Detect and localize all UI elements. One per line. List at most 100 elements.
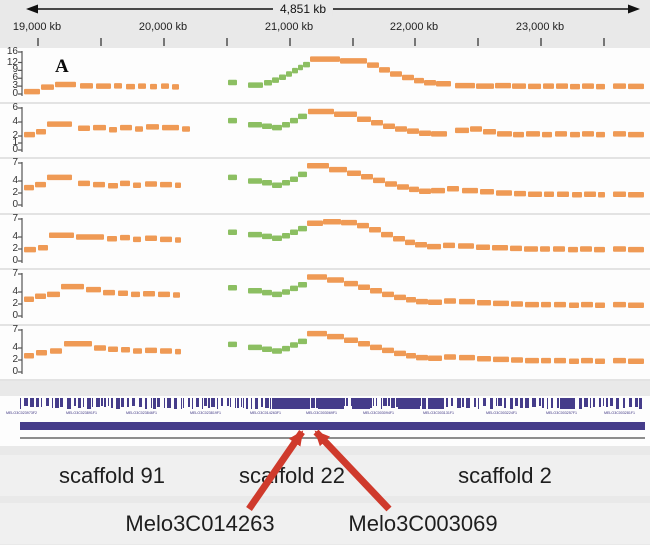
coverage-segment <box>427 243 441 249</box>
coverage-segment <box>248 121 262 128</box>
gene-id-label: MELO3C003094F1 <box>363 411 395 416</box>
coverage-segment <box>514 190 526 197</box>
coverage-segment <box>341 219 357 225</box>
coverage-segment <box>126 83 135 90</box>
coverage-segment <box>406 297 416 303</box>
coverage-segment <box>340 58 367 64</box>
coverage-segment <box>303 61 310 68</box>
y-axis-tick-label: 0 <box>12 88 18 99</box>
coverage-segment <box>428 354 442 361</box>
ruler-minor-tick <box>414 38 416 46</box>
coverage-segment <box>272 77 279 83</box>
coverage-segment <box>540 245 550 252</box>
coverage-segment <box>145 181 157 187</box>
coverage-segment <box>424 79 436 86</box>
coverage-segment <box>613 245 626 252</box>
coverage-segment <box>146 123 159 130</box>
coverage-segment <box>94 344 106 351</box>
coverage-segment <box>290 176 298 182</box>
coverage-segment <box>248 82 263 88</box>
coverage-segment <box>394 294 406 301</box>
coverage-segment <box>483 128 496 135</box>
coverage-segment <box>161 83 169 89</box>
coverage-segment <box>282 345 290 351</box>
coverage-segment <box>108 345 118 352</box>
y-axis-tick-label: 2 <box>12 129 18 141</box>
coverage-segment <box>282 121 290 128</box>
coverage-segment <box>628 246 644 252</box>
coverage-segment <box>455 82 475 89</box>
coverage-segment <box>262 122 272 129</box>
coverage-segment <box>581 357 593 363</box>
coverage-segment <box>290 228 298 235</box>
coverage-segment <box>272 347 282 354</box>
coverage-segment <box>495 82 511 89</box>
coverage-segment <box>103 289 115 296</box>
scaffold-label: scaffold 22 <box>238 463 346 488</box>
coverage-segment <box>282 289 290 295</box>
coverage-segment <box>382 347 394 353</box>
coverage-segment <box>393 235 405 242</box>
coverage-segment <box>367 62 379 68</box>
coverage-segment <box>175 182 181 188</box>
coverage-segment <box>272 182 282 188</box>
coverage-segment <box>556 83 568 89</box>
coverage-segment <box>160 181 172 188</box>
coverage-segment <box>477 300 491 306</box>
coverage-segment <box>369 226 381 233</box>
coverage-segment <box>497 130 512 137</box>
ruler-minor-tick <box>100 38 102 46</box>
y-axis-tick-label: 16 <box>6 46 18 57</box>
y-axis-tick-label: 0 <box>12 310 18 321</box>
coverage-segment <box>613 83 626 89</box>
coverage-segment <box>496 190 512 196</box>
coverage-segment <box>55 81 76 88</box>
coverage-segment <box>444 353 456 360</box>
y-axis-tick-label: 0 <box>12 365 18 377</box>
coverage-segment <box>334 111 357 117</box>
y-axis-tick-label: 0 <box>12 199 18 210</box>
coverage-segment <box>133 347 142 354</box>
coverage-segment <box>628 192 644 198</box>
coverage-segment <box>347 170 361 176</box>
coverage-segment <box>35 293 46 299</box>
coverage-segment <box>145 234 157 241</box>
coverage-segment <box>120 234 130 240</box>
coverage-segment <box>428 299 442 305</box>
coverage-segment <box>419 188 431 194</box>
coverage-segment <box>406 352 416 359</box>
coverage-segment <box>24 184 34 191</box>
coverage-segment <box>525 357 539 363</box>
coverage-segment <box>228 79 237 86</box>
coverage-segment <box>35 181 46 188</box>
coverage-segment <box>511 356 523 363</box>
y-axis-tick-label: 2 <box>12 242 18 254</box>
ruler-tick-label: 20,000 kb <box>138 21 188 33</box>
coverage-segment <box>416 354 428 360</box>
coverage-segment <box>528 191 542 197</box>
coverage-segment <box>228 117 237 123</box>
coverage-segment <box>24 246 36 252</box>
figure-panel-label: A <box>55 56 69 77</box>
coverage-segment <box>228 341 237 347</box>
coverage-segment <box>138 83 146 89</box>
coverage-segment <box>327 333 344 339</box>
coverage-segment <box>492 244 508 251</box>
coverage-segment <box>135 125 143 132</box>
coverage-segment <box>307 163 329 169</box>
coverage-segment <box>414 77 424 84</box>
coverage-segment <box>512 83 526 89</box>
coverage-segment <box>373 177 385 184</box>
coverage-segment <box>41 84 54 90</box>
coverage-segment <box>272 291 282 298</box>
coverage-segment <box>595 302 605 308</box>
coverage-segment <box>279 74 286 80</box>
coverage-segment <box>160 347 172 354</box>
coverage-segment <box>272 234 282 241</box>
coverage-segment <box>596 83 605 90</box>
y-axis-tick-label: 7 <box>12 268 18 279</box>
ruler-tick-label: 23,000 kb <box>515 21 565 33</box>
coverage-segment <box>405 239 415 245</box>
